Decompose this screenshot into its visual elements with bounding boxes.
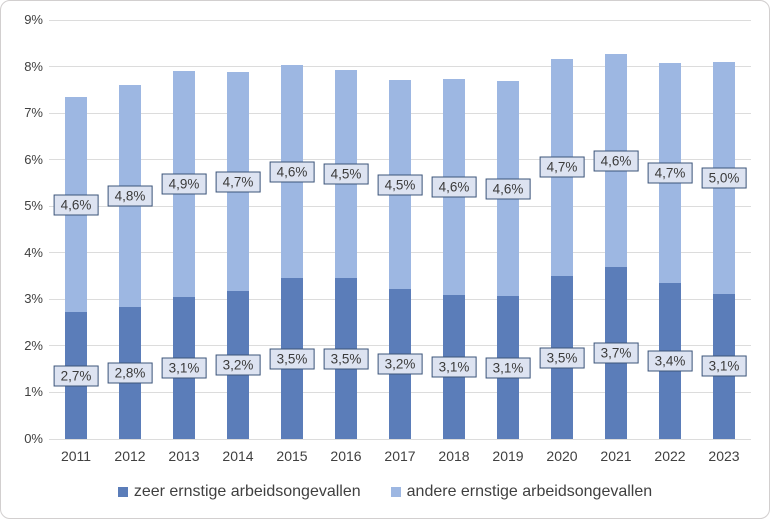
data-label-zeer-ernstige: 3,2% xyxy=(215,354,261,376)
data-label-zeer-ernstige: 2,7% xyxy=(53,365,99,387)
data-label-andere-ernstige: 4,6% xyxy=(593,150,639,172)
x-tick-label: 2011 xyxy=(60,448,92,464)
legend-label-zeer-ernstige: zeer ernstige arbeidsongevallen xyxy=(133,483,361,500)
data-label-zeer-ernstige: 3,7% xyxy=(593,342,639,364)
x-tick-label: 2022 xyxy=(654,448,686,464)
data-label-andere-ernstige: 4,7% xyxy=(539,156,585,178)
x-tick-label: 2020 xyxy=(546,448,578,464)
legend-item-zeer-ernstige: zeer ernstige arbeidsongevallen xyxy=(117,483,361,501)
data-label-zeer-ernstige: 3,5% xyxy=(269,348,315,370)
data-label-andere-ernstige: 4,6% xyxy=(53,194,99,216)
gridline xyxy=(49,19,751,21)
y-tick-label: 0% xyxy=(24,431,43,446)
data-label-zeer-ernstige: 3,1% xyxy=(701,355,747,377)
legend-label-andere-ernstige: andere ernstige arbeidsongevallen xyxy=(406,483,653,500)
data-label-zeer-ernstige: 3,5% xyxy=(323,348,369,370)
y-tick-label: 7% xyxy=(24,105,43,121)
data-label-zeer-ernstige: 3,1% xyxy=(161,357,207,379)
y-tick-label: 2% xyxy=(24,337,43,353)
data-label-andere-ernstige: 4,8% xyxy=(107,185,153,207)
x-tick-label: 2014 xyxy=(222,448,254,464)
data-label-zeer-ernstige: 3,2% xyxy=(377,353,423,375)
data-label-zeer-ernstige: 3,1% xyxy=(485,357,531,379)
y-tick-label: 6% xyxy=(24,151,43,167)
y-tick-label: 8% xyxy=(24,58,43,74)
data-label-zeer-ernstige: 3,1% xyxy=(431,356,477,378)
data-label-andere-ernstige: 4,6% xyxy=(485,178,531,200)
data-label-zeer-ernstige: 3,5% xyxy=(539,347,585,369)
x-tick-label: 2017 xyxy=(384,448,416,464)
legend-item-andere-ernstige: andere ernstige arbeidsongevallen xyxy=(390,483,653,501)
data-label-zeer-ernstige: 2,8% xyxy=(107,362,153,384)
y-tick-label: 3% xyxy=(24,291,43,307)
data-label-andere-ernstige: 4,9% xyxy=(161,173,207,195)
legend-swatch-dark xyxy=(117,487,128,497)
data-label-zeer-ernstige: 3,4% xyxy=(647,350,693,372)
legend-swatch-light xyxy=(390,487,401,497)
gridline xyxy=(49,66,751,68)
x-axis-line xyxy=(49,438,751,440)
data-label-andere-ernstige: 4,7% xyxy=(215,171,261,193)
legend: zeer ernstige arbeidsongevallen andere e… xyxy=(1,479,769,505)
x-tick-label: 2015 xyxy=(276,448,308,464)
x-tick-label: 2023 xyxy=(708,448,740,464)
y-tick-label: 5% xyxy=(24,198,43,214)
x-tick-label: 2021 xyxy=(600,448,632,464)
x-tick-label: 2018 xyxy=(438,448,470,464)
y-tick-label: 4% xyxy=(24,244,43,260)
plot-area: 2,7% 4,6% 2011 2,8% 4,8% 2012 3,1% 4,9% 2013 3,2%… xyxy=(49,19,751,464)
data-label-andere-ernstige: 4,5% xyxy=(323,163,369,185)
data-label-andere-ernstige: 4,5% xyxy=(377,174,423,196)
data-label-andere-ernstige: 4,6% xyxy=(269,161,315,183)
x-tick-label: 2019 xyxy=(492,448,524,464)
x-tick-label: 2013 xyxy=(168,448,200,464)
x-tick-label: 2012 xyxy=(114,448,146,464)
y-tick-label: 1% xyxy=(24,384,43,400)
x-tick-label: 2016 xyxy=(330,448,362,464)
data-label-andere-ernstige: 5,0% xyxy=(701,167,747,189)
y-tick-label: 9% xyxy=(24,12,43,27)
data-label-andere-ernstige: 4,6% xyxy=(431,176,477,198)
data-label-andere-ernstige: 4,7% xyxy=(647,162,693,184)
